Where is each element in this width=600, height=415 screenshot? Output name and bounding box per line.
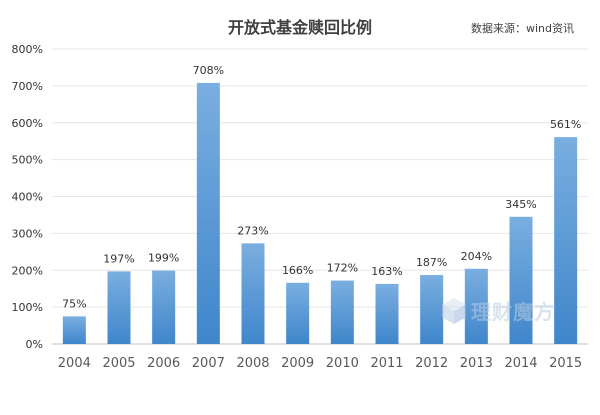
data-label-2009: 166% <box>282 264 313 277</box>
gridlines <box>52 48 588 345</box>
y-tick-label: 600% <box>12 117 43 130</box>
y-tick-label: 200% <box>12 264 43 277</box>
watermark-text: 理财魔方 <box>471 300 555 324</box>
x-tick-label: 2008 <box>236 356 269 371</box>
data-label-2007: 708% <box>193 64 224 77</box>
bar-2006 <box>152 270 176 344</box>
x-tick-label: 2006 <box>147 356 180 371</box>
bar-2013 <box>464 268 488 344</box>
bar-2004 <box>62 316 86 344</box>
x-tick-label: 2013 <box>460 356 493 371</box>
data-label-2012: 187% <box>416 256 447 269</box>
data-label-2013: 204% <box>461 250 492 263</box>
x-tick-label: 2005 <box>102 356 135 371</box>
data-label-2005: 197% <box>103 252 134 265</box>
bar-2007 <box>196 82 220 345</box>
bar-2005 <box>107 271 131 344</box>
data-label-2010: 172% <box>327 262 358 275</box>
data-label-2015: 561% <box>550 118 581 131</box>
y-tick-label: 300% <box>12 227 43 240</box>
y-tick-label: 100% <box>12 301 43 314</box>
y-tick-label: 500% <box>12 154 43 167</box>
data-label-2004: 75% <box>62 297 86 310</box>
y-tick-label: 400% <box>12 191 43 204</box>
bar-2010 <box>330 280 354 344</box>
x-tick-label: 2014 <box>504 356 537 371</box>
x-tick-label: 2004 <box>58 356 91 371</box>
bar-2009 <box>286 282 310 344</box>
cube-logo-icon <box>442 297 466 324</box>
x-tick-label: 2012 <box>415 356 448 371</box>
x-tick-label: 2010 <box>326 356 359 371</box>
x-axis-ticks: 2004 2005 2006 2007 2008 2009 2010 2011 2012 2013… <box>58 356 582 371</box>
bars <box>62 82 578 345</box>
x-tick-label: 2007 <box>192 356 225 371</box>
data-label-2011: 163% <box>371 265 402 278</box>
y-tick-label: 800% <box>12 43 43 56</box>
x-tick-label: 2009 <box>281 356 314 371</box>
watermark-logo: 理财魔方 <box>441 296 555 325</box>
bar-2008 <box>241 243 265 344</box>
y-tick-label: 700% <box>12 80 43 93</box>
bar-2012 <box>420 275 444 344</box>
data-label-2008: 273% <box>237 224 268 237</box>
x-tick-label: 2011 <box>370 356 403 371</box>
x-tick-label: 2015 <box>549 356 582 371</box>
bar-2015 <box>554 137 578 344</box>
bar-2011 <box>375 283 399 344</box>
y-axis-ticks: 0% 100% 200% 300% 400% 500% 600% 700% 800% <box>12 43 43 351</box>
data-source-note: 数据来源：wind资讯 <box>470 22 574 35</box>
y-tick-label: 0% <box>26 338 43 351</box>
data-label-2014: 345% <box>505 198 536 211</box>
bar-2014 <box>509 216 533 344</box>
chart-title: 开放式基金赎回比例 <box>227 18 372 37</box>
data-label-2006: 199% <box>148 252 179 265</box>
data-labels: 75% 197% 199% 708% 273% 166% 172% 163% 187% 204% 3… <box>62 64 581 310</box>
